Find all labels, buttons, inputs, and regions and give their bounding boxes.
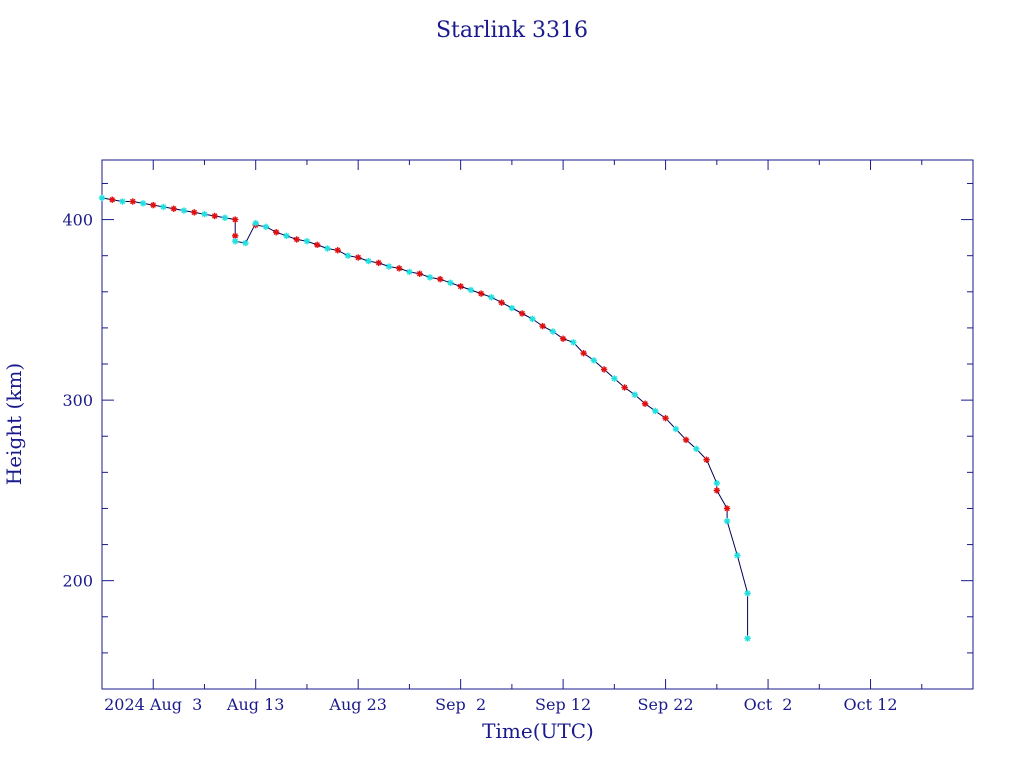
data-point <box>744 590 751 597</box>
data-point <box>457 283 464 290</box>
data-point <box>477 290 485 297</box>
data-point <box>180 207 188 214</box>
data-point <box>98 194 106 202</box>
data-point <box>262 223 270 231</box>
data-point <box>713 487 721 494</box>
data-point <box>723 505 731 512</box>
data-point <box>600 366 608 373</box>
data-point <box>375 259 382 267</box>
data-point <box>611 375 618 382</box>
tick-labels: 2024 Aug 3 Aug 13 Aug 23 Sep 2 Sep 12 Sep 22 O… <box>62 211 897 714</box>
x-tick-label: Sep 22 <box>638 695 694 714</box>
data-point <box>570 339 577 346</box>
data-point <box>334 247 341 254</box>
data-point <box>273 229 280 236</box>
data-point <box>426 274 434 281</box>
data-point <box>395 265 403 272</box>
data-point <box>354 254 362 261</box>
plot-frame <box>101 159 974 690</box>
data-point <box>385 263 393 270</box>
data-point <box>662 414 669 422</box>
data-point <box>693 445 700 453</box>
data-point <box>119 198 126 205</box>
data-point <box>232 232 239 240</box>
data-point <box>488 294 495 301</box>
data-point <box>416 270 423 277</box>
x-tick-label: Oct 12 <box>844 695 898 714</box>
x-tick-label: Sep 12 <box>535 695 591 714</box>
data-point <box>447 279 454 286</box>
x-axis-label: Time(UTC) <box>482 719 594 743</box>
data-point <box>641 400 649 407</box>
data-point <box>129 198 136 205</box>
data-point <box>539 322 546 330</box>
data-point <box>590 357 598 364</box>
data-point <box>344 252 352 259</box>
data-point <box>744 635 751 642</box>
data-markers <box>98 194 751 642</box>
y-tick-label: 300 <box>62 391 93 410</box>
data-point <box>324 245 331 252</box>
data-point <box>170 205 177 212</box>
data-point <box>283 232 290 240</box>
data-point <box>160 203 167 211</box>
data-point <box>191 209 198 216</box>
x-tick-label: Aug 23 <box>328 695 387 714</box>
data-point <box>232 216 239 223</box>
data-point <box>559 335 567 342</box>
data-point <box>682 436 690 444</box>
data-point <box>252 219 259 227</box>
y-axis-label: Height (km) <box>2 363 26 485</box>
data-point <box>293 236 300 243</box>
data-point <box>109 196 116 203</box>
data-point <box>549 328 557 335</box>
y-tick-label: 200 <box>62 572 93 591</box>
x-tick-label: Aug 13 <box>226 695 285 714</box>
data-point <box>723 517 731 525</box>
y-tick-label: 400 <box>62 211 93 230</box>
axis-ticks <box>101 160 974 689</box>
data-point <box>139 200 147 207</box>
data-point <box>672 425 680 433</box>
data-point <box>529 315 536 323</box>
data-point <box>703 456 710 463</box>
x-tick-label: Oct 2 <box>744 695 793 714</box>
data-point <box>508 304 516 312</box>
data-point <box>713 479 721 487</box>
data-point <box>580 349 587 357</box>
data-point <box>467 286 475 294</box>
data-point <box>652 407 659 415</box>
data-point <box>232 238 239 245</box>
data-point <box>498 299 505 306</box>
data-point <box>211 212 218 220</box>
x-tick-label: 2024 Aug 3 <box>104 695 202 714</box>
data-point <box>303 238 311 245</box>
chart-title: Starlink 3316 <box>436 18 588 43</box>
data-point <box>313 241 321 249</box>
data-point <box>621 384 628 391</box>
height-trace-line <box>101 197 749 639</box>
x-tick-label: Sep 2 <box>435 695 486 714</box>
data-point <box>201 210 208 218</box>
data-point <box>406 268 413 276</box>
data-point <box>221 214 229 221</box>
data-point <box>734 552 741 559</box>
data-point <box>631 391 639 398</box>
data-point <box>242 239 249 247</box>
data-point <box>518 310 526 317</box>
data-point <box>365 257 372 265</box>
data-point <box>436 275 444 283</box>
data-point <box>150 201 157 209</box>
